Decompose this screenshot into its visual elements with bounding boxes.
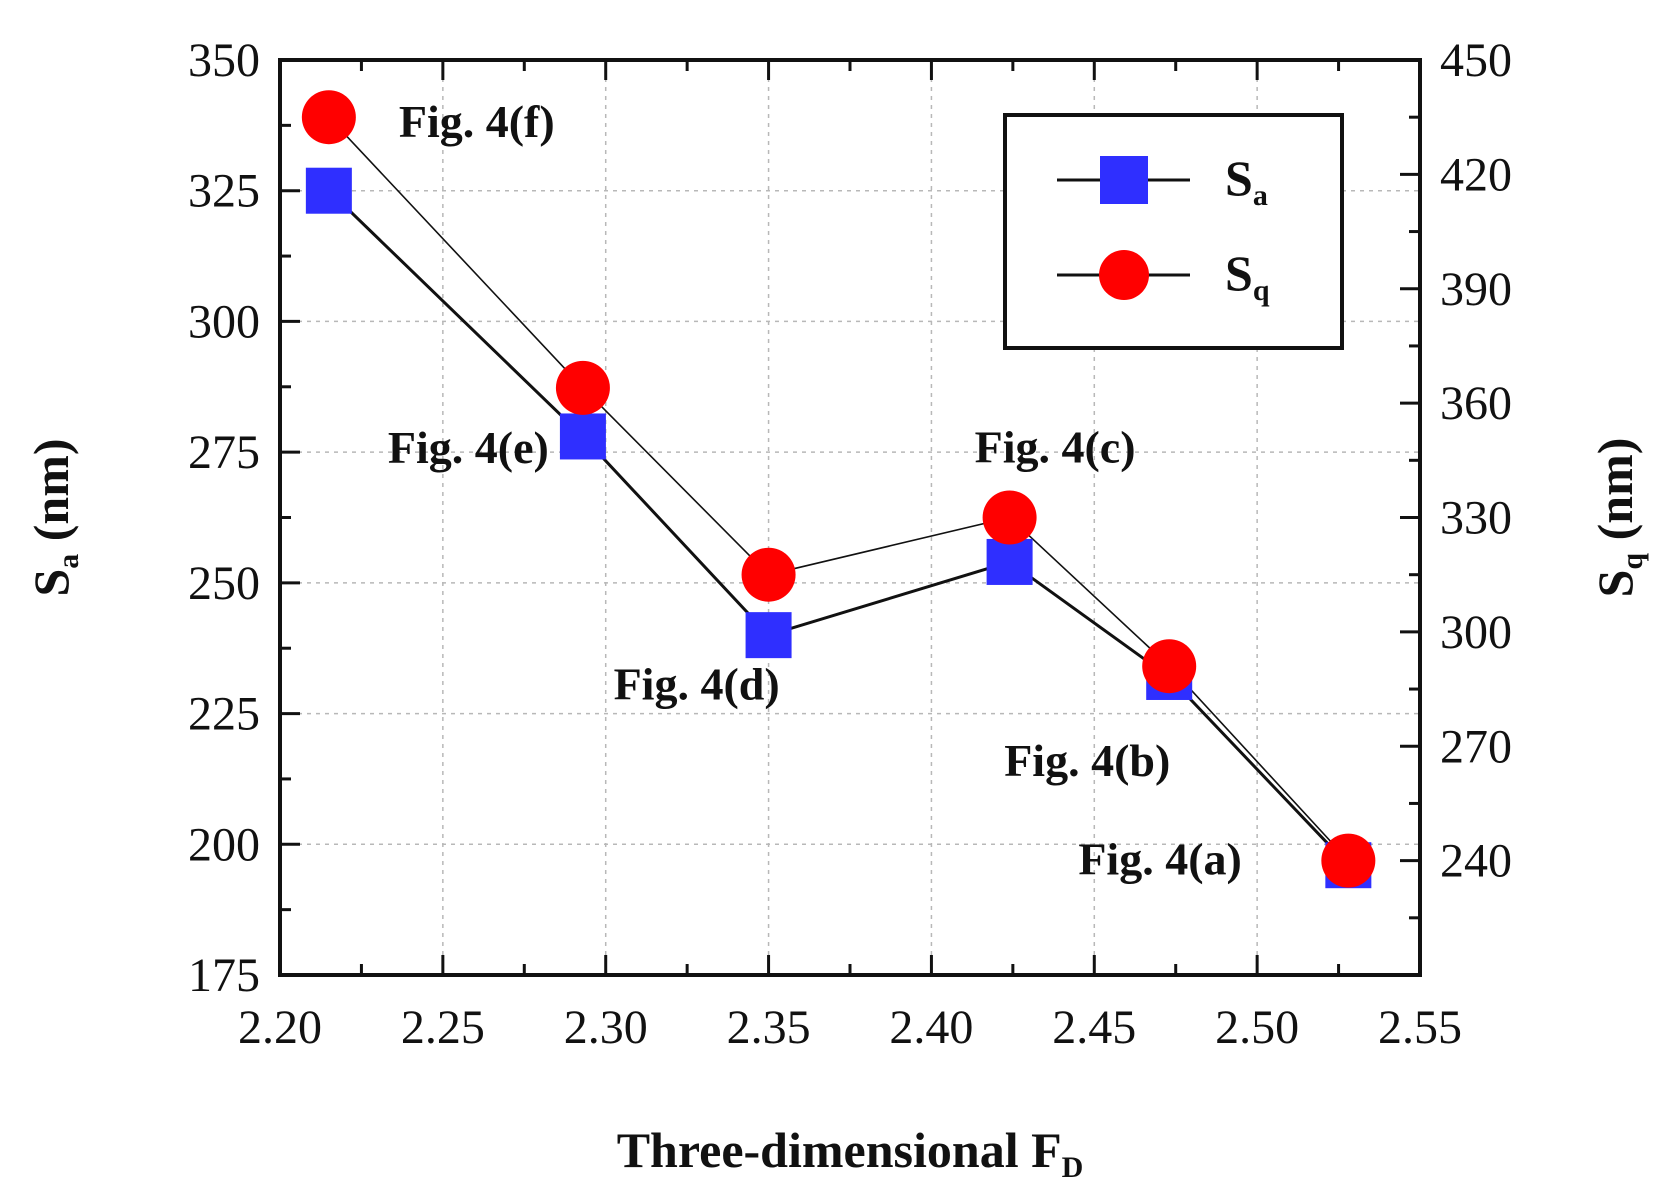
sq-point	[1142, 639, 1197, 694]
legend-marker-sq	[1099, 250, 1149, 300]
y-left-tick-label: 300	[188, 295, 260, 348]
sq-point	[301, 90, 356, 145]
point-annotations: Fig. 4(f) Fig. 4(e) Fig. 4(d) Fig. 4(c) Fig.…	[388, 96, 1242, 884]
legend-label-sa: Sa	[1225, 150, 1268, 212]
legend-entry-sq: Sq	[1057, 245, 1270, 307]
y-left-tick-label: 225	[188, 688, 260, 741]
y-left-tick-label: 350	[188, 34, 260, 87]
annotation-label: Fig. 4(f)	[399, 96, 555, 147]
y-right-tick-label: 240	[1440, 835, 1512, 888]
y-right-tick-label: 420	[1440, 148, 1512, 201]
series-lines	[327, 116, 1350, 867]
legend: Sa Sq	[1003, 113, 1344, 350]
x-tick-label: 2.30	[564, 1001, 648, 1054]
sa-point	[745, 612, 792, 659]
annotation-label: Fig. 4(d)	[614, 659, 780, 710]
plot-frame	[278, 58, 1422, 977]
x-tick-label: 2.55	[1378, 1001, 1462, 1054]
x-tick-label: 2.20	[238, 1001, 322, 1054]
y-axis-title-left: Sa (nm)	[23, 438, 85, 596]
y-left-tick-label: 200	[188, 818, 260, 871]
annotation-label: Fig. 4(a)	[1078, 834, 1242, 885]
x-tick-label: 2.25	[401, 1001, 485, 1054]
data-markers	[301, 90, 1376, 889]
y-left-tick-label: 325	[188, 165, 260, 218]
sa-point	[559, 413, 606, 460]
annotation-label: Fig. 4(c)	[975, 422, 1136, 473]
sq-point	[1321, 833, 1376, 888]
sa-point	[986, 538, 1033, 585]
y-left-tick-label: 175	[188, 949, 260, 1002]
series-line-a	[327, 189, 1350, 867]
annotation-label: Fig. 4(b)	[1004, 735, 1170, 786]
legend-marker-sa	[1100, 156, 1148, 204]
x-axis-title: Three-dimensional FD	[617, 1122, 1084, 1184]
sq-point	[555, 360, 610, 415]
sq-point	[982, 490, 1037, 545]
y-right-tick-label: 390	[1440, 263, 1512, 316]
y-right-tick-label: 360	[1440, 377, 1512, 430]
x-tick-label: 2.50	[1215, 1001, 1299, 1054]
y-axis-title-right: Sq (nm)	[1587, 438, 1649, 598]
y-right-tick-label: 450	[1440, 34, 1512, 87]
y-right-tick-label: 330	[1440, 492, 1512, 545]
legend-box	[1003, 113, 1344, 350]
x-tick-label: 2.35	[727, 1001, 811, 1054]
sq-point	[741, 547, 796, 602]
annotation-label: Fig. 4(e)	[388, 422, 549, 473]
x-tick-label: 2.40	[889, 1001, 973, 1054]
x-tick-label: 2.45	[1052, 1001, 1136, 1054]
series-line-q	[328, 116, 1349, 862]
y-right-tick-label: 270	[1440, 720, 1512, 773]
y-right-tick-label: 300	[1440, 606, 1512, 659]
sa-point	[305, 167, 352, 214]
y-left-tick-label: 250	[188, 557, 260, 610]
tick-labels: 2.20 2.25 2.30 2.35 2.40 2.45 2.50 2.55 175 200 22…	[188, 34, 1512, 1054]
legend-label-sq: Sq	[1225, 245, 1270, 307]
y-left-tick-label: 275	[188, 426, 260, 479]
grid-lines	[280, 60, 1420, 975]
legend-entry-sa: Sa	[1057, 150, 1268, 212]
